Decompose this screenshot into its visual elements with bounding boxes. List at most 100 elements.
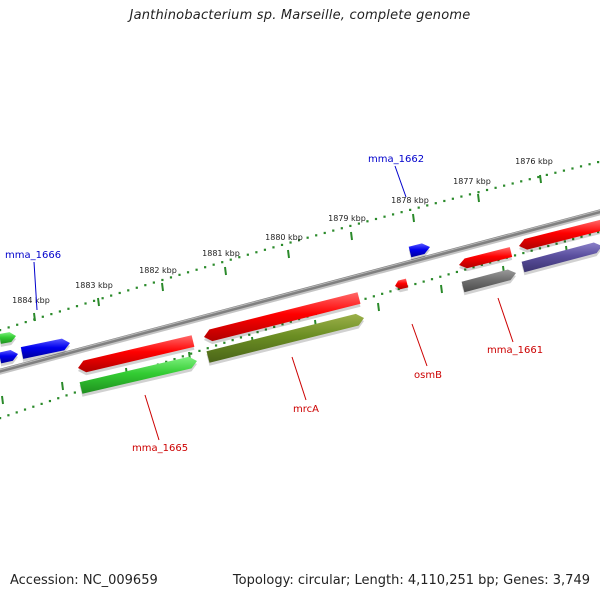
- upper-ring-dot: [417, 206, 420, 209]
- leader-line: [497, 297, 514, 343]
- upper-ring-dot: [588, 163, 591, 166]
- upper-ring-dot: [579, 165, 583, 168]
- lower-ring-dot: [40, 402, 43, 405]
- upper-ring-dot: [306, 236, 309, 239]
- upper-ring-dot: [426, 204, 429, 207]
- mrcA-arrow: [204, 292, 361, 342]
- lower-ring-dot: [273, 325, 276, 329]
- upper-ring-dot: [178, 273, 181, 276]
- lower-ring-dot: [32, 405, 35, 408]
- upper-ring-dot: [67, 307, 70, 310]
- upper-ring-dot: [323, 231, 326, 235]
- lower-major-tick: [61, 381, 64, 391]
- upper-ring-dot: [537, 175, 540, 179]
- lower-ring-dot: [381, 292, 384, 295]
- upper-ring-dot: [186, 271, 190, 274]
- upper-ring-dot: [58, 310, 61, 313]
- lower-ring-dot: [489, 261, 492, 264]
- upper-ring-dot: [0, 329, 2, 332]
- lower-ring-dot: [181, 355, 184, 358]
- gene-labels: mma_1662 mma_1666 mma_1661 osmB mrcA mma_1665: [5, 154, 543, 454]
- lower-ring-dot: [572, 237, 575, 241]
- major-tick: [412, 213, 415, 223]
- scale-tick-label: 1880 kbp: [265, 233, 303, 242]
- lower-ring-dot: [472, 266, 475, 269]
- gene-label-mma-1666: mma_1666: [5, 250, 61, 261]
- map-title: Janthinobacterium sp. Marseille, complet…: [129, 8, 471, 23]
- upper-ring-dot: [16, 323, 19, 326]
- lower-ring-dot: [547, 244, 550, 248]
- lower-ring-dot: [48, 399, 52, 403]
- lower-ring-dot: [563, 240, 566, 243]
- upper-ring-dot: [554, 171, 557, 174]
- scale-tick-label: 1882 kbp: [139, 266, 177, 275]
- upper-ring-dot: [468, 193, 472, 196]
- upper-ring-dot: [280, 243, 284, 247]
- upper-ring-dot: [110, 294, 113, 297]
- lower-ring-dot: [198, 349, 201, 353]
- upper-ring-dot: [494, 186, 497, 189]
- upper-ring-dot: [238, 256, 241, 259]
- lower-ring-dot: [430, 278, 434, 281]
- upper-ring-dot: [229, 258, 232, 261]
- lower-ring-dot: [513, 254, 517, 257]
- lower-ring-dot: [422, 280, 425, 283]
- lower-ring-dot: [538, 247, 542, 250]
- upper-ring-dot: [332, 229, 335, 232]
- lower-ring-dot: [580, 235, 583, 238]
- upper-ring-dot: [212, 263, 215, 266]
- gene-features: [0, 219, 600, 397]
- upper-ring-dot: [24, 320, 27, 324]
- upper-ring-dot: [528, 178, 531, 181]
- mma-1666-arrow: [20, 338, 70, 359]
- lower-ring-dot: [397, 287, 400, 291]
- upper-ring-dot: [485, 188, 489, 192]
- scale-tick-label: 1881 kbp: [202, 249, 240, 258]
- lower-ring-dot: [414, 282, 417, 286]
- osmB-arrow: [395, 278, 409, 290]
- upper-ring-dot: [451, 197, 454, 200]
- lower-major-tick: [1, 395, 4, 405]
- lower-ring-dot: [7, 414, 10, 417]
- lower-ring-dot: [530, 249, 533, 252]
- upper-ring-dot: [152, 281, 155, 284]
- lower-ring-dot: [256, 331, 259, 334]
- gene-label-mma-1665: mma_1665: [132, 443, 188, 454]
- leader-line: [33, 261, 38, 311]
- mma-1662-arrow: [408, 243, 430, 258]
- gene-arrow: [206, 313, 364, 363]
- upper-ring-dot: [298, 239, 301, 242]
- upper-ring-dot: [383, 215, 386, 218]
- upper-ring-dot: [255, 251, 258, 254]
- upper-ring-dot: [545, 173, 548, 177]
- lower-ring-dot: [206, 347, 209, 350]
- lower-ring-dot: [57, 397, 60, 400]
- upper-ring-dot: [101, 297, 104, 300]
- upper-ring-dot: [221, 261, 224, 264]
- mma-1661-arrow: [519, 219, 600, 250]
- upper-ring-dot: [263, 248, 267, 251]
- upper-ring-dot: [391, 213, 395, 216]
- upper-ring-dot: [340, 227, 343, 230]
- upper-ring-dot: [503, 184, 506, 187]
- lower-ring-dot: [214, 344, 218, 347]
- lower-ring-dot: [372, 295, 375, 298]
- gene-arrow: [79, 356, 197, 394]
- topology-summary: Topology: circular; Length: 4,110,251 bp…: [232, 573, 590, 588]
- lower-ring-dot: [522, 251, 525, 255]
- upper-ring-dot: [315, 234, 318, 237]
- major-tick: [97, 297, 100, 307]
- major-tick: [161, 282, 164, 292]
- upper-ring-dot: [118, 291, 121, 295]
- upper-ring-dot: [597, 161, 600, 164]
- upper-ring-dot: [92, 299, 96, 302]
- upper-ring-dot: [204, 266, 207, 269]
- lower-ring-dot: [389, 290, 392, 293]
- gene-arrow: [459, 247, 513, 269]
- lower-ring-dot: [223, 341, 226, 344]
- lower-ring-dot: [555, 242, 558, 245]
- scale-tick-label: 1877 kbp: [453, 177, 491, 186]
- lower-ring-dot: [281, 323, 284, 326]
- major-tick: [539, 174, 542, 184]
- upper-ring-dot: [246, 253, 249, 256]
